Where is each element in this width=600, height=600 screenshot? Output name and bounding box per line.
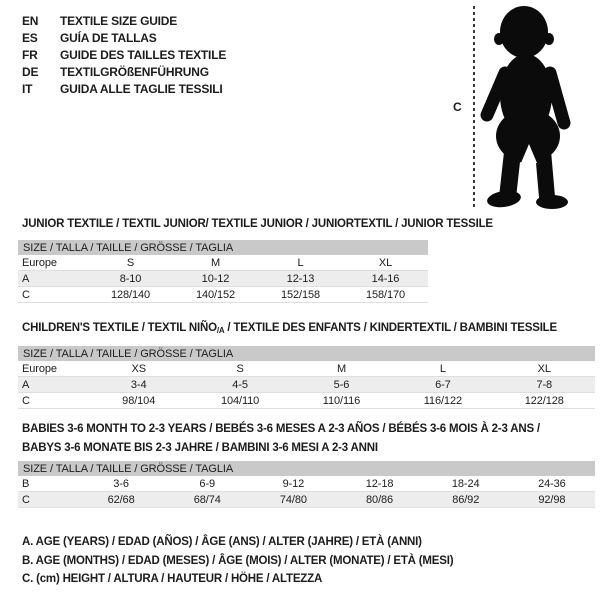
footnote-c: C. (cm) HEIGHT / ALTURA / HAUTEUR / HÖHE… — [22, 573, 323, 585]
language-title-list: EN TEXTILE SIZE GUIDE ES GUÍA DE TALLAS … — [22, 13, 226, 98]
height-measure-label: C — [453, 100, 462, 114]
size-cell: 14-16 — [343, 270, 428, 287]
size-cell: 4-5 — [189, 376, 291, 393]
size-cell: 10-12 — [173, 270, 258, 287]
table-row: C 62/68 68/74 74/80 80/86 86/92 92/98 — [18, 491, 595, 508]
language-code: ES — [22, 31, 38, 45]
size-header: SIZE / TALLA / TAILLE / GRÖSSE / TAGLIA — [18, 240, 428, 255]
row-label: A — [18, 376, 88, 393]
row-label: A — [18, 270, 88, 287]
language-row-it: IT GUIDA ALLE TAGLIE TESSILI — [22, 81, 226, 98]
children-title-pre: CHILDREN'S TEXTILE / TEXTIL NIÑO — [22, 322, 217, 334]
language-row-fr: FR GUIDE DES TAILLES TEXTILE — [22, 47, 226, 64]
babies-title-line2: BABYS 3-6 MONATE BIS 2-3 JAHRE / BAMBINI… — [22, 441, 378, 454]
size-cell: 98/104 — [122, 394, 156, 407]
size-cell: S — [126, 256, 135, 269]
children-title-post: / TEXTILE DES ENFANTS / KINDERTEXTIL / B… — [224, 322, 557, 334]
size-cell: 24-36 — [538, 477, 566, 490]
language-row-es: ES GUÍA DE TALLAS — [22, 30, 226, 47]
size-cell: 3-4 — [88, 376, 190, 393]
language-code: EN — [22, 14, 39, 28]
row-label: B — [22, 477, 30, 490]
height-measure-line — [473, 6, 475, 208]
row-label: Europe — [22, 362, 57, 375]
toddler-silhouette-icon — [480, 6, 571, 209]
junior-section-title: JUNIOR TEXTILE / TEXTIL JUNIOR/ TEXTILE … — [22, 218, 493, 230]
size-cell: 104/110 — [220, 394, 260, 407]
size-cell: 6-9 — [199, 477, 216, 490]
row-label: C — [22, 288, 30, 301]
junior-size-table: SIZE / TALLA / TAILLE / GRÖSSE / TAGLIA … — [18, 240, 428, 303]
size-header: SIZE / TALLA / TAILLE / GRÖSSE / TAGLIA — [18, 461, 595, 476]
size-cell: 18-24 — [451, 477, 480, 490]
children-section-title: CHILDREN'S TEXTILE / TEXTIL NIÑO/A / TEX… — [22, 319, 557, 341]
babies-title-line1: BABIES 3-6 MONTH TO 2-3 YEARS / BEBÉS 3-… — [22, 423, 540, 435]
language-label: GUIDE DES TAILLES TEXTILE — [60, 48, 227, 62]
row-label: C — [18, 491, 78, 508]
footnote-b: B. AGE (MONTHS) / EDAD (MESES) / ÂGE (MO… — [22, 554, 454, 567]
size-cell: L — [439, 362, 446, 375]
size-cell: 7-8 — [493, 376, 595, 393]
size-cell: 5-6 — [290, 376, 393, 393]
size-header-row: SIZE / TALLA / TAILLE / GRÖSSE / TAGLIA — [18, 346, 595, 361]
size-cell: 152/158 — [280, 288, 321, 301]
language-row-de: DE TEXTILGRÖßENFÜHRUNG — [22, 64, 226, 81]
size-cell: L — [297, 256, 304, 269]
size-cell: 122/128 — [524, 394, 564, 407]
size-cell: 128/140 — [110, 288, 151, 301]
size-cell: M — [210, 256, 221, 269]
row-label: C — [22, 394, 30, 407]
language-label: TEXTILGRÖßENFÜHRUNG — [60, 65, 209, 79]
size-cell: 86/92 — [422, 491, 509, 508]
size-cell: 12-13 — [258, 270, 343, 287]
size-cell: 12-18 — [365, 477, 394, 490]
language-code: FR — [22, 48, 38, 62]
size-cell: XS — [131, 362, 146, 375]
size-cell: 110/116 — [322, 394, 361, 407]
footnote-a: A. AGE (YEARS) / EDAD (AÑOS) / ÂGE (ANS)… — [22, 536, 422, 548]
size-cell: XL — [537, 362, 551, 375]
size-cell: M — [336, 362, 347, 375]
children-title-subscript: /A — [216, 326, 225, 335]
language-code: IT — [22, 82, 33, 96]
size-header-row: SIZE / TALLA / TAILLE / GRÖSSE / TAGLIA — [18, 461, 595, 476]
language-label: TEXTILE SIZE GUIDE — [60, 14, 178, 28]
language-row-en: EN TEXTILE SIZE GUIDE — [22, 13, 226, 30]
size-cell: 116/122 — [423, 394, 462, 407]
table-row: C 98/104 104/110 110/116 116/122 122/128 — [18, 393, 595, 409]
language-code: DE — [22, 65, 39, 79]
size-cell: 62/68 — [78, 491, 165, 508]
language-label: GUIDA ALLE TAGLIE TESSILI — [60, 82, 223, 96]
size-cell: 68/74 — [164, 491, 251, 508]
table-row: A 8-10 10-12 12-13 14-16 — [18, 270, 428, 287]
table-row: B 3-6 6-9 9-12 12-18 18-24 24-36 — [18, 476, 595, 492]
row-label: Europe — [22, 256, 57, 269]
size-cell: 140/152 — [195, 288, 236, 301]
size-cell: 8-10 — [88, 270, 173, 287]
table-row: Europe XS S M L XL — [18, 361, 595, 377]
table-row: C 128/140 140/152 152/158 158/170 — [18, 287, 428, 303]
size-cell: 9-12 — [282, 477, 305, 490]
size-cell: 6-7 — [392, 376, 494, 393]
babies-size-table: SIZE / TALLA / TAILLE / GRÖSSE / TAGLIA … — [18, 461, 595, 508]
size-cell: 3-6 — [113, 477, 129, 490]
size-header: SIZE / TALLA / TAILLE / GRÖSSE / TAGLIA — [18, 346, 595, 361]
children-size-table: SIZE / TALLA / TAILLE / GRÖSSE / TAGLIA … — [18, 346, 595, 409]
babies-section-title: BABIES 3-6 MONTH TO 2-3 YEARS / BEBÉS 3-… — [22, 420, 540, 457]
table-row: A 3-4 4-5 5-6 6-7 7-8 — [18, 376, 595, 393]
size-cell: 158/170 — [365, 288, 406, 301]
baby-height-figure: C — [440, 0, 600, 215]
size-header-row: SIZE / TALLA / TAILLE / GRÖSSE / TAGLIA — [18, 240, 428, 255]
size-cell: 74/80 — [250, 491, 337, 508]
footnote-legend: A. AGE (YEARS) / EDAD (AÑOS) / ÂGE (ANS)… — [22, 533, 454, 589]
size-cell: 80/86 — [336, 491, 423, 508]
language-label: GUÍA DE TALLAS — [60, 31, 157, 45]
size-cell: S — [236, 362, 244, 375]
size-cell: 92/98 — [508, 491, 595, 508]
size-cell: XL — [378, 256, 393, 269]
table-row: Europe S M L XL — [18, 255, 428, 271]
